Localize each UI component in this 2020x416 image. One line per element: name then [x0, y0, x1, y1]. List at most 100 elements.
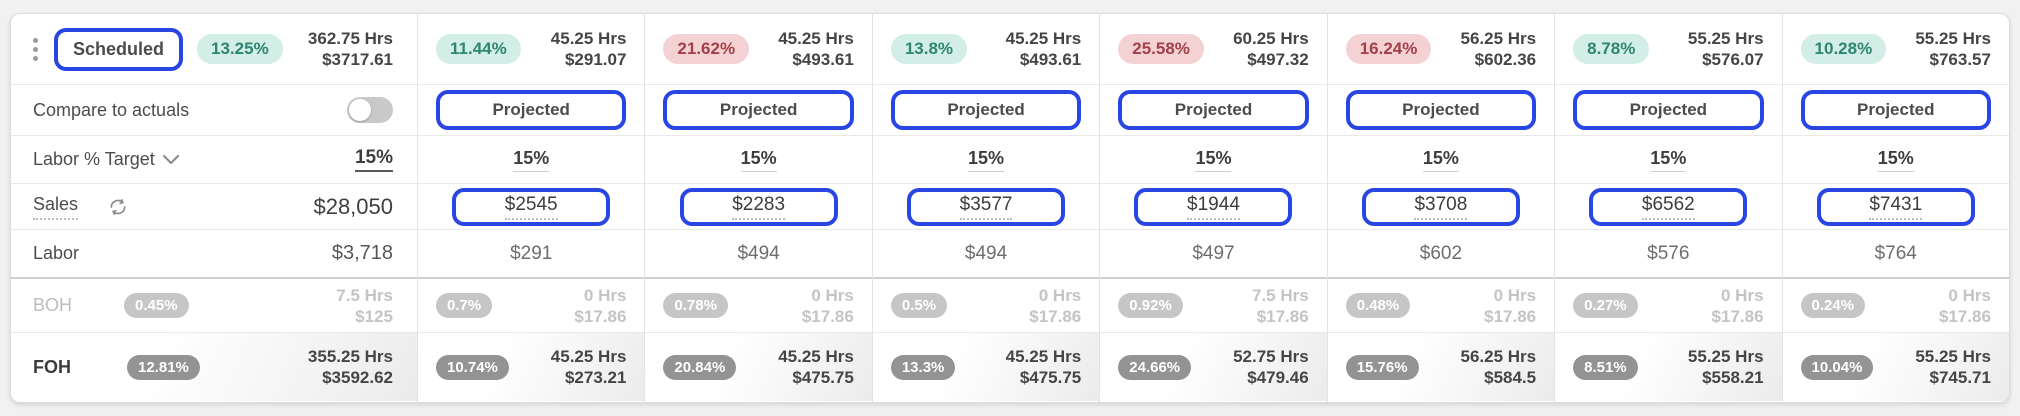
day-projected-cell: Projected	[645, 85, 872, 136]
day-hours: 56.25 Hrs	[1460, 29, 1537, 48]
day-foh-pct-badge: 24.66%	[1118, 354, 1192, 380]
day-foh-pct-badge: 10.04%	[1800, 354, 1874, 380]
day-column: 25.58% 60.25 Hrs $497.32 Projected 15% $…	[1099, 14, 1327, 402]
projected-button[interactable]: Projected	[1800, 90, 1991, 130]
day-foh-hours-cost: 45.25 Hrs $273.21	[551, 346, 627, 388]
summary-header-cell: Scheduled 13.25% 362.75 Hrs $3717.61	[11, 14, 417, 85]
day-sales-cell: $3708	[1327, 184, 1555, 230]
day-boh-hours-cost: 0 Hrs $17.86	[802, 285, 854, 327]
day-sales-input[interactable]: $6562	[1589, 187, 1748, 226]
day-boh-hours: 0 Hrs	[1948, 285, 1991, 305]
day-sales-cell: $3577	[872, 184, 1100, 230]
kebab-menu-icon[interactable]	[33, 37, 38, 61]
day-boh-cell: 0.48% 0 Hrs $17.86	[1327, 279, 1555, 333]
compare-to-actuals-toggle[interactable]	[347, 97, 393, 123]
day-labor-target-value[interactable]: 15%	[968, 148, 1005, 172]
day-foh-hours: 45.25 Hrs	[778, 347, 854, 366]
day-boh-hours: 0 Hrs	[1721, 285, 1764, 305]
day-foh-cost: $558.21	[1702, 368, 1764, 387]
day-cost: $497.32	[1247, 50, 1309, 69]
day-header-cell: 10.28% 55.25 Hrs $763.57	[1782, 14, 2009, 85]
day-projected-cell: Projected	[1100, 85, 1327, 136]
boh-row-cell: BOH 0.45% 7.5 Hrs $125	[11, 279, 417, 333]
projected-button[interactable]: Projected	[663, 90, 854, 130]
day-sales-input[interactable]: $2283	[679, 187, 838, 226]
day-labor-pct-badge: 10.28%	[1800, 34, 1887, 64]
day-hours-cost: 55.25 Hrs $763.57	[1915, 28, 1991, 70]
summary-labor-pct-badge: 13.25%	[197, 34, 283, 64]
day-hours-cost: 45.25 Hrs $493.61	[778, 28, 854, 70]
day-labor-target-value[interactable]: 15%	[1650, 148, 1687, 172]
boh-pct-badge: 0.45%	[124, 293, 189, 318]
day-projected-cell: Projected	[872, 85, 1100, 136]
day-labor-target-value[interactable]: 15%	[1422, 148, 1459, 172]
day-labor-value: $494	[737, 242, 780, 264]
day-boh-cost: $17.86	[801, 306, 854, 326]
day-projected-cell: Projected	[1782, 85, 2009, 136]
day-header-cell: 16.24% 56.25 Hrs $602.36	[1327, 14, 1555, 85]
day-cost: $493.61	[792, 50, 854, 69]
day-boh-cost: $17.86	[1256, 306, 1309, 326]
day-foh-hours: 45.25 Hrs	[550, 347, 627, 366]
chevron-down-icon[interactable]	[162, 154, 179, 165]
sync-icon[interactable]	[108, 197, 128, 217]
day-column: 10.28% 55.25 Hrs $763.57 Projected 15% $…	[1781, 14, 2009, 402]
projected-button[interactable]: Projected	[890, 90, 1082, 130]
labor-target-label: Labor % Target	[33, 149, 155, 169]
summary-column: Scheduled 13.25% 362.75 Hrs $3717.61 Com…	[11, 14, 417, 402]
day-foh-pct-badge: 8.51%	[1573, 354, 1638, 380]
day-foh-cost: $479.46	[1247, 368, 1309, 387]
compare-to-actuals-cell: Compare to actuals	[11, 85, 417, 136]
day-target-cell: 15%	[645, 136, 872, 184]
day-boh-hours-cost: 7.5 Hrs $17.86	[1252, 285, 1309, 327]
day-labor-cell: $602	[1327, 230, 1555, 279]
day-labor-cell: $494	[645, 230, 872, 279]
day-boh-cell: 0.7% 0 Hrs $17.86	[418, 279, 645, 333]
day-boh-hours: 0 Hrs	[1493, 285, 1537, 305]
scheduled-button[interactable]: Scheduled	[54, 27, 184, 71]
day-projected-cell: Projected	[418, 85, 645, 136]
day-sales-input[interactable]: $3577	[907, 187, 1066, 226]
day-labor-pct-badge: 21.62%	[663, 34, 750, 64]
compare-to-actuals-label: Compare to actuals	[33, 99, 190, 120]
day-labor-target-value[interactable]: 15%	[513, 148, 550, 172]
day-labor-cell: $576	[1555, 230, 1782, 279]
day-foh-pct-badge: 13.3%	[890, 354, 956, 380]
day-target-cell: 15%	[1555, 136, 1782, 184]
day-boh-hours-cost: 0 Hrs $17.86	[1712, 285, 1764, 327]
projected-button[interactable]: Projected	[1118, 90, 1309, 130]
day-labor-cell: $494	[872, 230, 1100, 279]
day-sales-cell: $2545	[418, 184, 645, 230]
day-sales-input[interactable]: $3708	[1361, 187, 1520, 226]
day-boh-pct-badge: 0.92%	[1118, 293, 1183, 318]
day-column: 16.24% 56.25 Hrs $602.36 Projected 15% $…	[1326, 14, 1555, 402]
day-labor-cell: $764	[1782, 230, 2009, 279]
projected-button[interactable]: Projected	[436, 90, 627, 130]
summary-hours: 362.75 Hrs	[307, 29, 393, 48]
day-foh-hours-cost: 56.25 Hrs $584.5	[1460, 346, 1536, 388]
day-foh-cost: $475.75	[1019, 368, 1082, 387]
day-hours: 45.25 Hrs	[550, 29, 627, 48]
projected-button[interactable]: Projected	[1345, 90, 1537, 130]
day-labor-target-value[interactable]: 15%	[1195, 148, 1232, 172]
day-hours: 60.25 Hrs	[1233, 29, 1309, 48]
day-boh-cost: $17.86	[1029, 306, 1082, 326]
day-sales-input[interactable]: $7431	[1816, 187, 1975, 226]
day-sales-value: $3708	[1414, 194, 1468, 220]
day-labor-cell: $291	[418, 230, 645, 279]
day-boh-cost: $17.86	[1938, 306, 1991, 326]
day-sales-input[interactable]: $2545	[452, 187, 611, 226]
day-header-cell: 21.62% 45.25 Hrs $493.61	[645, 14, 872, 85]
day-foh-hours-cost: 52.75 Hrs $479.46	[1233, 346, 1309, 388]
projected-button[interactable]: Projected	[1573, 90, 1764, 130]
day-sales-cell: $2283	[645, 184, 872, 230]
day-labor-target-value[interactable]: 15%	[1877, 148, 1914, 172]
day-projected-cell: Projected	[1555, 85, 1782, 136]
boh-cost: $125	[355, 306, 393, 326]
day-labor-target-value[interactable]: 15%	[740, 148, 777, 172]
day-labor-value: $497	[1192, 242, 1235, 264]
day-foh-cell: 13.3% 45.25 Hrs $475.75	[872, 333, 1100, 401]
summary-labor-target-value[interactable]: 15%	[354, 147, 393, 172]
day-labor-pct-badge: 13.8%	[890, 34, 968, 64]
day-sales-input[interactable]: $1944	[1134, 187, 1293, 226]
